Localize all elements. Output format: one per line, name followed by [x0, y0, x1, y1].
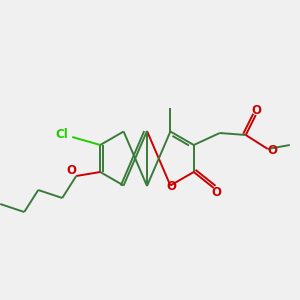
Text: O: O: [66, 164, 76, 176]
Text: O: O: [268, 145, 278, 158]
Text: O: O: [167, 180, 176, 193]
Text: O: O: [212, 187, 222, 200]
Text: Cl: Cl: [56, 128, 69, 142]
Text: O: O: [252, 103, 262, 116]
